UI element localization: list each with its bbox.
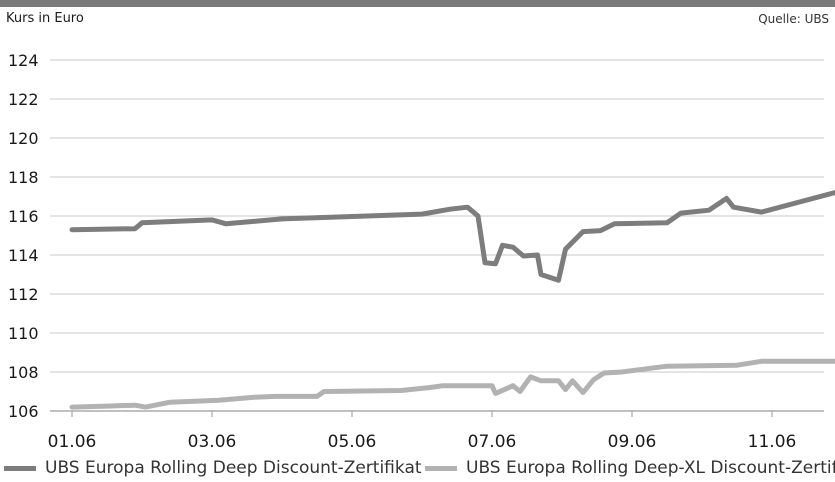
y-tick-label: 118 — [8, 168, 39, 187]
x-tick-label: 11.06 — [748, 432, 797, 452]
x-tick-label: 03.06 — [188, 432, 237, 452]
y-tick-label: 124 — [8, 51, 39, 70]
y-tick-label: 120 — [8, 129, 39, 148]
source-label: Quelle: UBS — [758, 12, 829, 26]
x-tick-label: 09.06 — [608, 432, 657, 452]
y-tick-label: 106 — [8, 402, 39, 421]
y-tick-label: 112 — [8, 285, 39, 304]
y-axis-unit-label: Kurs in Euro — [6, 11, 84, 26]
legend-item-series-1[interactable]: UBS Europa Rolling Deep Discount-Zertifi… — [4, 458, 422, 478]
y-tick-label: 110 — [8, 324, 39, 343]
y-tick-label: 122 — [8, 90, 39, 109]
y-tick-label: 108 — [8, 363, 39, 382]
line-chart: 106 108 110 112 114 116 118 120 122 124 01.06 03.06… — [8, 51, 835, 452]
series-line-1 — [69, 189, 835, 283]
legend-swatch-series-2 — [425, 465, 457, 471]
x-tick-label: 05.06 — [328, 432, 377, 452]
chart-legend: UBS Europa Rolling Deep Discount-Zertifi… — [0, 458, 835, 480]
header-bar — [0, 0, 835, 7]
legend-item-series-2[interactable]: UBS Europa Rolling Deep-XL Discount-Zert… — [425, 458, 835, 478]
legend-swatch-series-1 — [4, 465, 36, 471]
series-line-2 — [69, 358, 835, 410]
y-tick-label: 114 — [8, 246, 39, 265]
legend-label-series-1: UBS Europa Rolling Deep Discount-Zertifi… — [45, 458, 422, 478]
x-tick-label: 07.06 — [468, 432, 517, 452]
x-tick-label: 01.06 — [48, 432, 97, 452]
y-tick-label: 116 — [8, 207, 39, 226]
legend-label-series-2: UBS Europa Rolling Deep-XL Discount-Zert… — [466, 458, 835, 478]
